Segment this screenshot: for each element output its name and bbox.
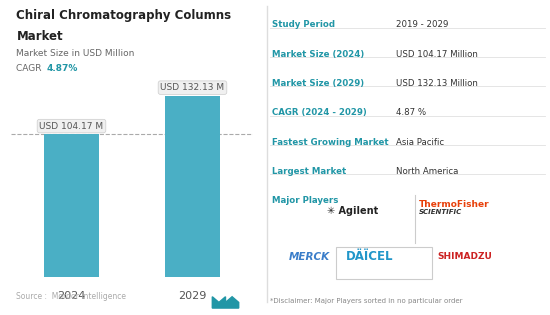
Text: Major Players: Major Players [272,196,339,205]
Text: Largest Market: Largest Market [272,167,346,176]
Text: ThermoFisher: ThermoFisher [419,200,490,209]
Bar [44,134,99,277]
Text: MERCK: MERCK [289,252,330,262]
Text: Study Period: Study Period [272,20,336,30]
Bar [165,95,220,277]
Text: SHIMADZU: SHIMADZU [437,252,492,261]
Polygon shape [212,297,239,308]
Text: 2019 - 2029: 2019 - 2029 [396,20,448,30]
Text: Market Size (2029): Market Size (2029) [272,79,364,88]
Text: Fastest Growing Market: Fastest Growing Market [272,138,389,147]
Text: USD 132.13 Million: USD 132.13 Million [396,79,478,88]
Text: Market Size in USD Million: Market Size in USD Million [16,49,135,58]
Text: CAGR: CAGR [16,64,45,73]
Text: Source :  Mordor Intelligence: Source : Mordor Intelligence [16,292,126,301]
Text: ✳ Agilent: ✳ Agilent [327,206,378,216]
Text: USD 104.17 M: USD 104.17 M [40,122,103,131]
Text: Market: Market [16,30,63,43]
Text: *Disclaimer: Major Players sorted in no particular order: *Disclaimer: Major Players sorted in no … [270,298,462,304]
Text: North America: North America [396,167,458,176]
Text: DÄÏCEL: DÄÏCEL [345,250,393,263]
Text: Market Size (2024): Market Size (2024) [272,50,365,59]
Text: 4.87%: 4.87% [47,64,78,73]
Text: Chiral Chromatography Columns: Chiral Chromatography Columns [16,9,232,22]
Text: USD 132.13 M: USD 132.13 M [161,83,224,92]
Text: Asia Pacific: Asia Pacific [396,138,444,147]
Text: USD 104.17 Million: USD 104.17 Million [396,50,478,59]
Text: 4.87 %: 4.87 % [396,108,426,117]
Text: SCIENTIFIC: SCIENTIFIC [419,209,463,215]
Text: 2024: 2024 [57,291,86,301]
Text: CAGR (2024 - 2029): CAGR (2024 - 2029) [272,108,367,117]
Text: 2029: 2029 [178,291,207,301]
